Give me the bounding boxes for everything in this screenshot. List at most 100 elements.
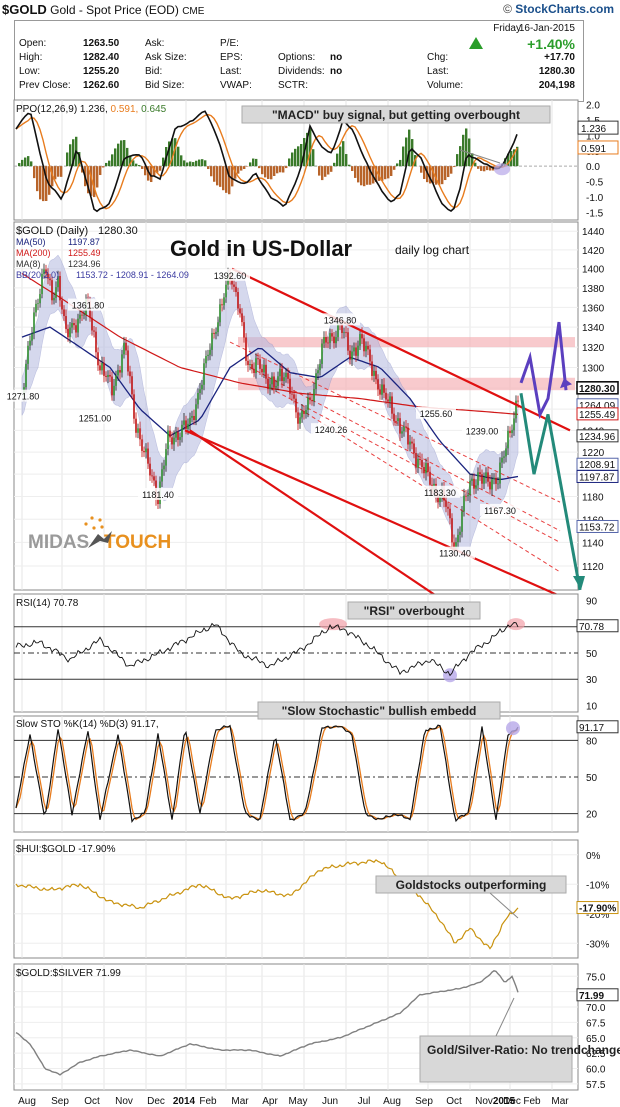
sto-note-box (257, 701, 501, 720)
ppo-hist-bar (147, 166, 150, 181)
logo-part2: TOUCH (104, 532, 171, 553)
ppo-hist-bar (459, 146, 462, 167)
quote-l3-r0: P/E: (220, 38, 239, 49)
price-label-bg-3 (3, 389, 43, 402)
ppo-hist-bar (351, 166, 354, 172)
ppo-legend-value: 1.236, (80, 104, 111, 115)
ppo-hist-bar (300, 143, 303, 167)
price-candle-body (73, 323, 75, 326)
price-candle-body (71, 323, 73, 328)
price-candle-body (425, 463, 427, 474)
bollinger-band (21, 254, 519, 559)
ppo-hist-bar (339, 146, 342, 167)
price-candle-body (209, 349, 211, 355)
quote-date: 16-Jan-2015 (518, 23, 575, 34)
quote-v1-r1: 1282.40 (83, 52, 120, 63)
price-candle-body (243, 322, 245, 338)
x-month-bottom-14: Oct (446, 1096, 462, 1107)
price-candle-body (127, 350, 129, 372)
quote-l2-r2: Bid: (145, 66, 163, 77)
ppo-ytick-7: -1.5 (586, 208, 604, 219)
ppo-highlight (494, 163, 510, 176)
ppo-hist-bar (222, 166, 225, 191)
price-candle-body (387, 399, 389, 402)
x-month-bottom-5: 2014 (173, 1096, 196, 1107)
gsr-note: Gold/Silver-Ratio: No trendchange yet (427, 1043, 620, 1057)
price-candle-body (109, 374, 111, 377)
price-chart-title: Gold in US-Dollar (170, 236, 353, 261)
price-candle-body (365, 345, 367, 352)
ppo-hist-bar (231, 166, 234, 187)
price-candle-body (349, 350, 351, 360)
price-candle-body (171, 437, 173, 445)
price-legend-name-1: MA(50) (16, 237, 46, 247)
price-chart-subtitle: daily log chart (395, 243, 470, 257)
price-label-2: 1346.80 (324, 315, 357, 325)
ppo-hist-bar (291, 152, 294, 167)
ppo-hist-bar (258, 166, 261, 169)
ppo-hist-bar (132, 160, 135, 167)
ppo-hist-bar (156, 166, 159, 173)
price-legend-value-4: 1153.72 - 1208.91 - 1264.09 (76, 270, 189, 280)
price-candle-body (345, 332, 347, 334)
price-candle-body (119, 370, 121, 373)
sto-k-line (15, 724, 519, 824)
ppo-hist-bar (282, 166, 285, 173)
price-candle-body (187, 423, 189, 430)
ppo-hist-bar (201, 159, 204, 167)
price-candle-body (467, 494, 469, 497)
quote-l2-r3: Bid Size: (145, 80, 185, 91)
header-title: $GOLD Gold - Spot Price (EOD) CME (2, 2, 204, 17)
gsr-note-box (419, 1035, 573, 1083)
hui-title: $HUI:$GOLD -17.90% (16, 844, 116, 855)
site-credit[interactable]: © StockCharts.com (503, 2, 614, 16)
gsr-ytick-7: 57.5 (586, 1080, 606, 1091)
ppo-hist-bar (327, 166, 330, 175)
price-ytick-0: 1440 (582, 227, 605, 238)
ppo-last-value: 1.236 (581, 124, 606, 135)
price-candle-body (121, 354, 123, 373)
price-candle-body (357, 345, 359, 356)
ppo-hist-bar (105, 162, 108, 167)
price-candle-body (393, 413, 395, 422)
ppo-hist-bar (159, 166, 162, 171)
ppo-hist-bar (30, 161, 33, 167)
price-candle-body (241, 313, 243, 323)
logo-sparkle-0 (84, 522, 88, 526)
price-candle-body (169, 430, 171, 438)
x-month-bottom-7: Mar (231, 1096, 249, 1107)
ppo-hist-bar (87, 166, 90, 194)
price-candle-body (299, 417, 301, 424)
logo-sparkle-4 (100, 525, 104, 529)
price-candle-body (43, 269, 45, 274)
forecast-purple-arrowhead (560, 378, 572, 389)
price-candle-body (477, 472, 479, 486)
price-candle-body (415, 453, 417, 468)
price-candle-body (61, 300, 63, 310)
ppo-hist-bar (198, 159, 201, 167)
ppo-hist-bar (27, 156, 30, 167)
ppo-hist-bar (363, 166, 366, 187)
price-ytick-3: 1380 (582, 284, 605, 295)
price-ytick-16: 1120 (582, 562, 604, 573)
ppo-hist-bar (357, 166, 360, 183)
price-candle-body (325, 337, 327, 343)
price-candle-body (389, 396, 391, 402)
ppo-hist-bar (477, 166, 480, 169)
price-legend-name-3: MA(8) (16, 259, 41, 269)
ppo-hist-bar (57, 166, 60, 177)
ppo-hist-bar (468, 138, 471, 167)
price-legend-value-2: 1255.49 (68, 248, 101, 258)
gsr-note-pointer (495, 997, 515, 1037)
price-candle-body (429, 471, 431, 485)
price-candle-body (145, 448, 147, 453)
price-candle-body (275, 385, 277, 388)
ppo-hist-bar (219, 166, 222, 187)
price-candle-body (409, 441, 411, 445)
price-candle-body (67, 328, 69, 338)
hui-ytick-1: -10% (586, 880, 609, 891)
x-month-bottom-4: Dec (147, 1096, 165, 1107)
quote-l4-r3: SCTR: (278, 80, 308, 91)
price-candle-body (337, 323, 339, 338)
ppo-hist-bar (480, 166, 483, 171)
